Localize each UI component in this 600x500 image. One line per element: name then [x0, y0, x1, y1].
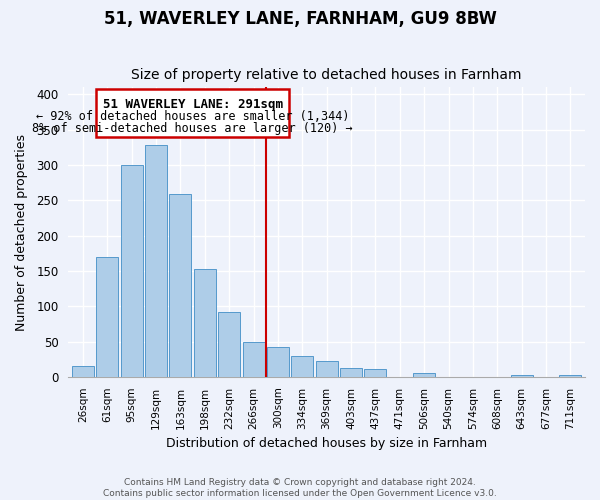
Bar	[340, 368, 362, 377]
Bar	[242, 342, 265, 377]
Text: 51, WAVERLEY LANE, FARNHAM, GU9 8BW: 51, WAVERLEY LANE, FARNHAM, GU9 8BW	[104, 10, 496, 28]
Text: ← 92% of detached houses are smaller (1,344): ← 92% of detached houses are smaller (1,…	[36, 110, 349, 123]
X-axis label: Distribution of detached houses by size in Farnham: Distribution of detached houses by size …	[166, 437, 487, 450]
Bar	[169, 194, 191, 377]
Bar	[511, 376, 533, 377]
Bar	[97, 257, 118, 377]
Title: Size of property relative to detached houses in Farnham: Size of property relative to detached ho…	[131, 68, 522, 82]
Y-axis label: Number of detached properties: Number of detached properties	[15, 134, 28, 330]
Bar	[72, 366, 94, 377]
Bar	[218, 312, 240, 377]
Bar	[292, 356, 313, 377]
Bar	[316, 360, 338, 377]
Text: 8% of semi-detached houses are larger (120) →: 8% of semi-detached houses are larger (1…	[32, 122, 353, 135]
Text: 51 WAVERLEY LANE: 291sqm: 51 WAVERLEY LANE: 291sqm	[103, 98, 283, 111]
Text: Contains HM Land Registry data © Crown copyright and database right 2024.
Contai: Contains HM Land Registry data © Crown c…	[103, 478, 497, 498]
Bar	[194, 269, 216, 377]
Bar	[121, 165, 143, 377]
Bar	[559, 376, 581, 377]
Bar	[267, 347, 289, 377]
FancyBboxPatch shape	[97, 88, 289, 137]
Bar	[413, 374, 435, 377]
Bar	[145, 145, 167, 377]
Bar	[364, 369, 386, 377]
